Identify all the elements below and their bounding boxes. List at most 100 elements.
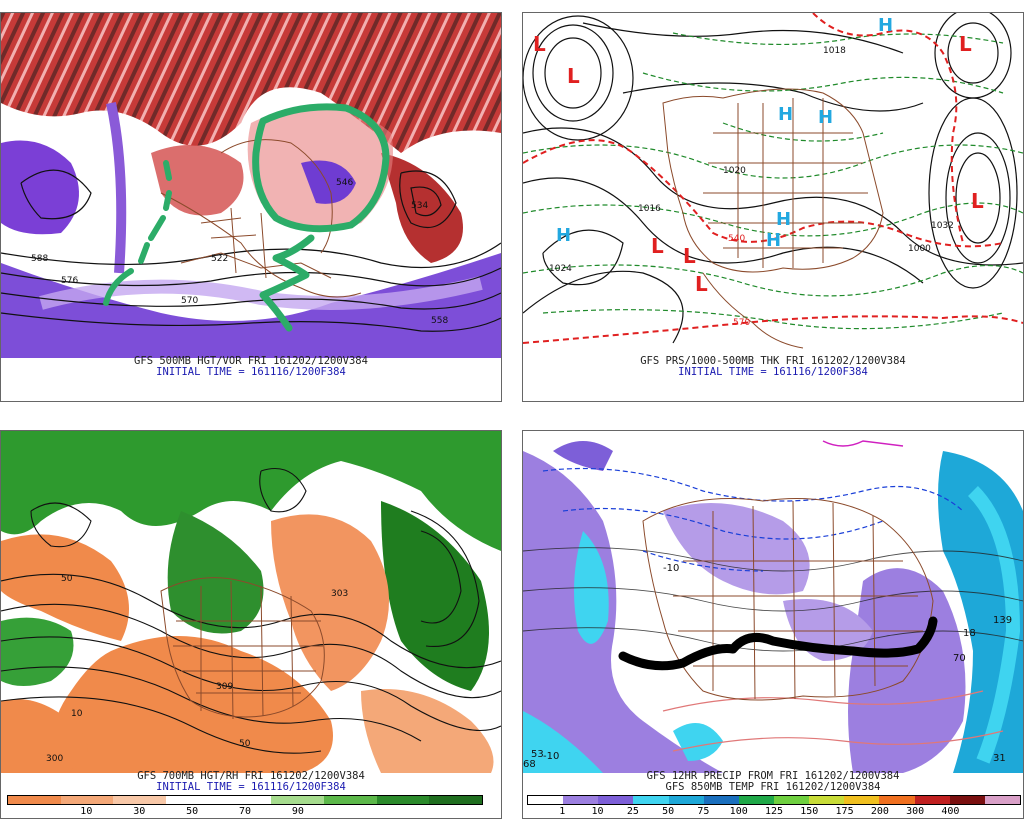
caption-initial-time: INITIAL TIME = 161116/1200F384: [156, 781, 346, 793]
scale-swatch: [984, 796, 1020, 804]
pressure-label: 1016: [638, 204, 661, 214]
scale-tick-label: 10: [591, 806, 604, 817]
temp-label: -10: [663, 563, 679, 574]
scale-swatch: [668, 796, 704, 804]
precip-scale-bar: [527, 795, 1021, 805]
scale-tick-label: 75: [697, 806, 710, 817]
caption-title: GFS 12HR PRECIP FROM FRI 161202/1200V384: [646, 770, 900, 782]
scale-tick-label: 90: [291, 806, 304, 817]
contour-label: 576: [61, 276, 78, 286]
contour-label: 558: [431, 316, 448, 326]
low-marker: L: [683, 244, 696, 268]
pressure-label: 1020: [723, 166, 746, 176]
scale-tick-label: 200: [870, 806, 889, 817]
scale-swatch: [703, 796, 739, 804]
scale-tick-label: 30: [133, 806, 146, 817]
caption-initial-time: INITIAL TIME = 161116/1200F384: [156, 366, 346, 378]
humidity-map: 50 10 50 303 309 300: [1, 431, 501, 773]
precip-scale-ticks: 1 10 25 50 75 100 125 150 175 200 300 400: [527, 805, 1021, 817]
scale-tick-label: 10: [80, 806, 93, 817]
pressure-label: 570: [733, 318, 750, 328]
low-marker: L: [695, 272, 708, 296]
contour-label: 546: [336, 178, 353, 188]
contour-label: 522: [211, 254, 228, 264]
low-marker: L: [651, 234, 664, 258]
rh-scale-bar: [7, 795, 483, 805]
high-marker: H: [776, 209, 791, 230]
scale-swatch: [773, 796, 810, 804]
scale-swatch: [113, 796, 167, 804]
rh-color-scale: 10 30 50 70 90: [7, 795, 483, 817]
temp-label: 31: [993, 753, 1006, 764]
scale-tick-label: 1: [559, 806, 566, 817]
low-marker: L: [533, 32, 546, 56]
rh-scale-ticks: 10 30 50 70 90: [7, 805, 483, 817]
scale-tick-label: 125: [764, 806, 784, 817]
temp-label: 139: [993, 615, 1012, 626]
caption-title: GFS 500MB HGT/VOR FRI 161202/1200V384: [134, 355, 368, 367]
scale-swatch: [271, 796, 325, 804]
temp-label: 53: [531, 749, 544, 760]
temp-label: 68: [523, 759, 536, 770]
scale-swatch: [738, 796, 774, 804]
vorticity-panel: 588 576 546 534 522 558 570 GFS 500MB HG…: [0, 12, 502, 402]
scale-tick-label: 300: [906, 806, 925, 817]
scale-tick-label: 400: [941, 806, 960, 817]
temp-label: 70: [953, 653, 966, 664]
scale-swatch: [914, 796, 950, 804]
caption-title: GFS PRS/1000-500MB THK FRI 161202/1200V3…: [640, 355, 906, 367]
high-marker: H: [818, 107, 833, 128]
scale-swatch: [949, 796, 985, 804]
scale-tick-label: 150: [800, 806, 819, 817]
scale-swatch: [528, 796, 564, 804]
high-marker: H: [778, 104, 793, 125]
contour-label: 303: [331, 589, 348, 599]
humidity-panel: 50 10 50 303 309 300 GFS 700MB HGT/RH FR…: [0, 430, 502, 819]
pressure-label: 1018: [823, 46, 846, 56]
contour-label: 534: [411, 201, 428, 211]
thickness-panel: H H H H H H L L L L L L L 1016 1018 1024…: [522, 12, 1024, 402]
vorticity-map: 588 576 546 534 522 558 570: [1, 13, 501, 358]
pressure-label: 1032: [931, 221, 954, 231]
contour-label: 50: [61, 574, 73, 584]
scale-tick-label: 70: [238, 806, 252, 817]
precip-panel: -10 -10 18 139 68 53 70 31 GFS 12HR PREC…: [522, 430, 1024, 819]
contour-label: 570: [181, 296, 198, 306]
contour-label: 309: [216, 682, 233, 692]
scale-swatch: [633, 796, 669, 804]
scale-swatch: [218, 796, 272, 804]
scale-swatch: [563, 796, 599, 804]
scale-swatch: [429, 796, 483, 804]
temp-label: -10: [543, 751, 559, 762]
scale-swatch: [844, 796, 880, 804]
scale-tick-label: 50: [186, 806, 199, 817]
contour-label: 588: [31, 254, 48, 264]
scale-tick-label: 100: [729, 806, 748, 817]
scale-swatch: [879, 796, 915, 804]
scale-swatch: [8, 796, 61, 804]
pressure-label: 1000: [908, 244, 931, 254]
scale-tick-label: 25: [626, 806, 639, 817]
low-marker: L: [567, 64, 580, 88]
low-marker: L: [971, 189, 984, 213]
caption-subtitle: GFS 850MB TEMP FRI 161202/1200V384: [665, 781, 881, 793]
contour-label: 300: [46, 754, 63, 764]
scale-swatch: [324, 796, 377, 804]
low-marker: L: [959, 32, 972, 56]
scale-tick-label: 175: [835, 806, 854, 817]
high-marker: H: [556, 225, 571, 246]
contour-label: 10: [71, 709, 83, 719]
precip-map: -10 -10 18 139 68 53 70 31: [523, 431, 1023, 773]
scale-swatch: [166, 796, 219, 804]
thickness-map: H H H H H H L L L L L L L 1016 1018 1024…: [523, 13, 1023, 358]
temp-label: 18: [963, 628, 976, 639]
scale-swatch: [60, 796, 114, 804]
high-marker: H: [878, 15, 893, 36]
scale-swatch: [598, 796, 634, 804]
scale-swatch: [376, 796, 430, 804]
precip-color-scale: 1 10 25 50 75 100 125 150 175 200 300 400: [527, 795, 1021, 817]
high-marker: H: [766, 230, 781, 251]
pressure-label: 540: [728, 234, 745, 244]
scale-tick-label: 50: [662, 806, 675, 817]
caption-initial-time: INITIAL TIME = 161116/1200F384: [678, 366, 868, 378]
